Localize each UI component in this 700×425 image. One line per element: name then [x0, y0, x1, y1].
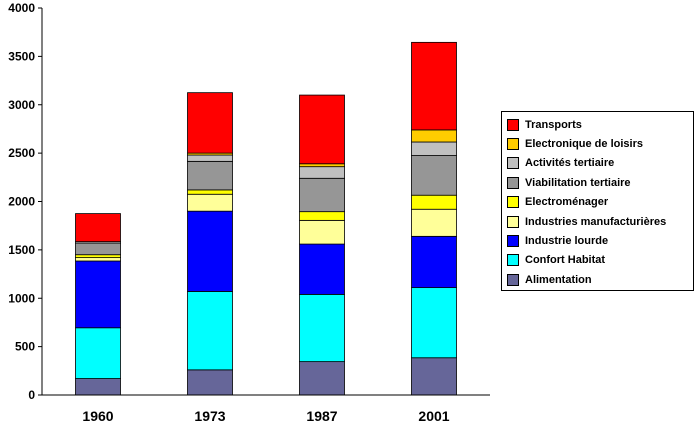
- bar-segment: [187, 369, 233, 396]
- y-tick-label: 3500: [8, 49, 35, 63]
- legend-label: Alimentation: [525, 273, 592, 286]
- bar-segment: [75, 378, 121, 396]
- legend-item: Activités tertiaire: [502, 154, 693, 173]
- y-tick-label: 1000: [8, 291, 35, 305]
- legend-item: Transports: [502, 115, 693, 134]
- bar-segment: [75, 242, 121, 256]
- bars-layer: [75, 41, 457, 396]
- legend-swatch: [507, 235, 519, 248]
- bar-segment: [187, 189, 233, 195]
- bar-segment: [411, 141, 457, 156]
- bar-segment: [411, 41, 457, 131]
- x-labels-layer: 1960 1973 1987 2001: [82, 408, 449, 424]
- legend-label: Electroménager: [525, 196, 609, 209]
- bar-segment: [411, 155, 457, 196]
- bar-segment: [299, 94, 345, 165]
- bar-segment: [411, 208, 457, 237]
- y-tick-label: 4000: [8, 1, 35, 15]
- y-tick-label: 1500: [8, 243, 35, 257]
- legend-label: Activités tertiaire: [525, 157, 615, 170]
- y-tick-label: 500: [15, 340, 35, 354]
- y-tick-label: 2000: [8, 195, 35, 209]
- bar-segment: [75, 257, 121, 262]
- bar-segment: [187, 92, 233, 154]
- legend-item: Industries manufacturières: [502, 212, 693, 231]
- bar-segment: [75, 213, 121, 243]
- legend-swatch: [507, 138, 519, 151]
- bar-segment: [187, 160, 233, 191]
- bar-segment: [75, 327, 121, 379]
- legend-label: Industrie lourde: [525, 235, 609, 248]
- bar-segment: [299, 163, 345, 168]
- bar-segment: [411, 129, 457, 143]
- bar-segment: [299, 211, 345, 221]
- legend: Transports Electronique de loisirs Activit…: [501, 111, 694, 291]
- legend-label: Electronique de loisirs: [525, 138, 643, 151]
- y-tick-label: 0: [28, 388, 35, 402]
- bar-segment: [299, 293, 345, 363]
- bar-segment: [411, 357, 457, 396]
- bar-segment: [187, 154, 233, 162]
- legend-item: Electroménager: [502, 193, 693, 212]
- x-tick-label: 1987: [306, 408, 337, 424]
- bar-segment: [411, 287, 457, 359]
- bar-segment: [299, 361, 345, 396]
- legend-swatch: [507, 118, 519, 131]
- legend-swatch: [507, 157, 519, 170]
- y-ticks-layer: 0 500 1000 1500 2000 2500 3000 3500 4000: [8, 1, 42, 402]
- bar-segment: [411, 235, 457, 289]
- legend-item: Alimentation: [502, 270, 693, 289]
- legend-swatch: [507, 215, 519, 228]
- bar-segment: [75, 260, 121, 329]
- bar-segment: [299, 243, 345, 295]
- legend-swatch: [507, 176, 519, 189]
- legend-swatch: [507, 254, 519, 267]
- bar-segment: [411, 194, 457, 210]
- y-tick-label: 2500: [8, 146, 35, 160]
- legend-item: Industrie lourde: [502, 231, 693, 250]
- x-tick-label: 1960: [82, 408, 113, 424]
- bar-segment: [187, 291, 233, 371]
- x-tick-label: 2001: [418, 408, 449, 424]
- x-tick-label: 1973: [194, 408, 225, 424]
- bar-segment: [75, 254, 121, 259]
- bar-segment: [187, 193, 233, 212]
- bar-segment: [187, 210, 233, 292]
- legend-item: Electronique de loisirs: [502, 134, 693, 153]
- legend-swatch: [507, 196, 519, 209]
- legend-label: Industries manufacturières: [525, 215, 667, 228]
- bar-segment: [299, 166, 345, 179]
- y-tick-label: 3000: [8, 98, 35, 112]
- legend-label: Transports: [525, 118, 582, 131]
- legend-label: Confort Habitat: [525, 254, 606, 267]
- legend-label: Viabilitation tertiaire: [525, 176, 631, 189]
- bar-segment: [299, 219, 345, 245]
- legend-item: Confort Habitat: [502, 251, 693, 270]
- legend-swatch: [507, 273, 519, 286]
- bar-segment: [299, 177, 345, 213]
- legend-item: Viabilitation tertiaire: [502, 173, 693, 192]
